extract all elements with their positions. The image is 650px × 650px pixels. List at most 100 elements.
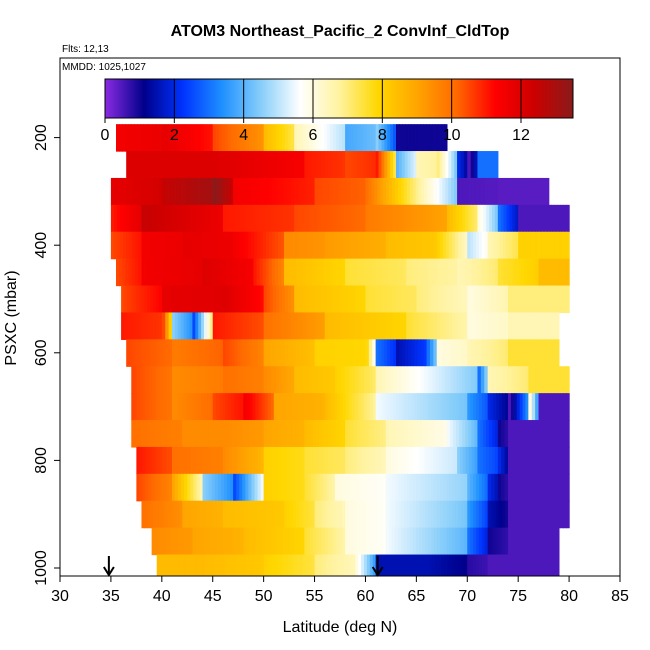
heatmap-cell xyxy=(540,312,545,340)
heatmap-cell xyxy=(307,446,311,475)
heatmap-cell xyxy=(201,204,206,233)
heatmap-cell xyxy=(556,473,561,502)
heatmap-cell xyxy=(473,339,477,367)
heatmap-cell xyxy=(269,366,274,394)
heatmap-cell xyxy=(382,312,386,340)
heatmap-cell xyxy=(167,231,172,260)
heatmap-cell xyxy=(204,339,209,367)
heatmap-cell xyxy=(306,285,310,314)
heatmap-cell xyxy=(156,151,160,179)
heatmap-cell xyxy=(169,473,173,502)
heatmap-cell xyxy=(455,500,459,529)
heatmap-cell xyxy=(356,527,361,556)
heatmap-cell xyxy=(382,527,387,556)
heatmap-cell xyxy=(384,393,389,421)
heatmap-cell xyxy=(336,420,340,448)
heatmap-cell xyxy=(385,527,390,556)
heatmap-cell xyxy=(278,312,283,340)
heatmap-cell xyxy=(237,393,241,421)
heatmap-cell xyxy=(269,446,273,475)
heatmap-cell xyxy=(288,366,292,394)
heatmap-cell xyxy=(502,554,507,576)
heatmap-cell xyxy=(180,366,185,394)
heatmap-cell xyxy=(225,420,230,448)
heatmap-cell xyxy=(368,420,372,448)
heatmap-cell xyxy=(461,231,465,260)
heatmap-cell xyxy=(404,204,409,233)
heatmap-cell xyxy=(348,500,352,529)
heatmap-cell xyxy=(550,473,555,502)
heatmap-cell xyxy=(128,177,133,206)
heatmap-cell xyxy=(287,500,291,529)
heatmap-cell xyxy=(446,393,451,421)
heatmap-cell xyxy=(131,420,135,448)
heatmap-cell xyxy=(208,500,212,529)
heatmap-cell xyxy=(380,500,384,529)
heatmap-cell xyxy=(173,124,178,152)
heatmap-cell xyxy=(441,366,446,394)
heatmap-cell xyxy=(398,285,402,314)
heatmap-cell xyxy=(462,258,467,287)
heatmap-cell xyxy=(522,393,527,421)
heatmap-cell xyxy=(199,258,204,287)
heatmap-cell xyxy=(556,258,561,287)
heatmap-cell xyxy=(501,446,506,475)
heatmap-cell xyxy=(171,204,176,233)
heatmap-cell xyxy=(236,473,240,502)
heatmap-cell xyxy=(556,420,561,448)
heatmap-cell xyxy=(346,554,351,576)
heatmap-cell xyxy=(541,500,546,529)
heatmap-cell xyxy=(152,124,157,152)
heatmap-cell xyxy=(496,393,500,421)
heatmap-cell xyxy=(318,446,323,475)
heatmap-cell xyxy=(520,500,524,529)
heatmap-cell xyxy=(248,151,252,179)
heatmap-cell xyxy=(268,151,273,179)
heatmap-cell xyxy=(224,393,229,421)
heatmap-cell xyxy=(192,285,197,314)
heatmap-cell xyxy=(343,554,348,576)
heatmap-cell xyxy=(425,500,429,529)
heatmap-cell xyxy=(265,500,270,529)
heatmap-cell xyxy=(552,554,557,576)
heatmap-cell xyxy=(416,420,421,448)
heatmap-cell xyxy=(366,151,371,179)
heatmap-cell xyxy=(129,151,133,179)
heatmap-cell xyxy=(141,312,145,340)
heatmap-cell xyxy=(517,446,521,475)
heatmap-cell xyxy=(262,151,267,179)
heatmap-cell xyxy=(132,151,136,179)
heatmap-cell xyxy=(225,204,230,233)
heatmap-cell xyxy=(390,258,395,287)
heatmap-cell xyxy=(162,204,167,233)
heatmap-cell xyxy=(398,420,402,448)
heatmap-cell xyxy=(224,151,229,179)
heatmap-cell xyxy=(509,231,513,260)
heatmap-cell xyxy=(422,393,427,421)
heatmap-cell xyxy=(535,393,540,421)
heatmap-cell xyxy=(372,554,377,576)
heatmap-cell xyxy=(286,151,291,179)
heatmap-cell xyxy=(443,473,447,502)
heatmap-cell xyxy=(271,500,276,529)
heatmap-cell xyxy=(381,151,385,179)
heatmap-cell xyxy=(260,124,265,152)
heatmap-cell xyxy=(192,339,197,367)
heatmap-cell xyxy=(219,446,224,475)
heatmap-cell xyxy=(312,204,316,233)
heatmap-cell xyxy=(377,446,381,475)
heatmap-cell xyxy=(151,527,156,556)
heatmap-cell xyxy=(390,339,394,367)
heatmap-cell xyxy=(281,285,286,314)
heatmap-cell xyxy=(266,366,271,394)
heatmap-cell xyxy=(324,446,329,475)
heatmap-cell xyxy=(303,393,308,421)
heatmap-cell xyxy=(195,204,200,233)
heatmap-cell xyxy=(497,473,502,502)
heatmap-cell xyxy=(455,285,459,314)
heatmap-cell xyxy=(239,151,243,179)
heatmap-cell xyxy=(243,366,247,394)
heatmap-cell xyxy=(548,231,552,260)
heatmap-cell xyxy=(197,231,201,260)
heatmap-cell xyxy=(179,420,183,448)
